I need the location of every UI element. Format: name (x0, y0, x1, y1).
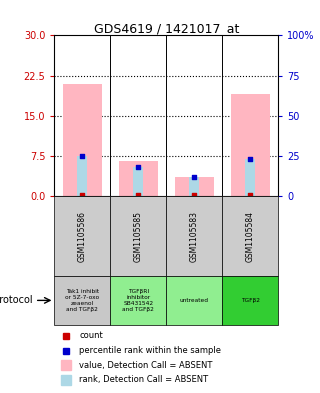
Bar (222, 196, 278, 276)
Bar (133, 167, 143, 196)
Text: TGFβRI
inhibitor
SB431542
and TGFβ2: TGFβRI inhibitor SB431542 and TGFβ2 (123, 289, 154, 312)
Bar (77, 156, 87, 196)
Bar (189, 177, 199, 196)
Point (136, 191, 141, 198)
Bar (54, 196, 110, 276)
Text: TGFβ2: TGFβ2 (241, 298, 260, 303)
Bar (110, 276, 166, 325)
Text: rank, Detection Call = ABSENT: rank, Detection Call = ABSENT (79, 375, 208, 384)
Bar (63, 84, 102, 196)
Text: protocol: protocol (0, 296, 33, 305)
Bar (231, 94, 270, 196)
Bar (175, 177, 214, 196)
Bar (166, 196, 222, 276)
Bar (222, 276, 278, 325)
Text: Tak1 inhibit
or 5Z-7-oxo
zeaenol
and TGFβ2: Tak1 inhibit or 5Z-7-oxo zeaenol and TGF… (65, 289, 100, 312)
Point (192, 191, 197, 198)
Point (136, 163, 141, 170)
Text: value, Detection Call = ABSENT: value, Detection Call = ABSENT (79, 361, 212, 370)
Text: GSM1105585: GSM1105585 (134, 211, 143, 262)
Point (248, 191, 253, 198)
Point (80, 191, 85, 198)
Text: GSM1105584: GSM1105584 (246, 211, 255, 262)
Bar (166, 276, 222, 325)
Bar (245, 159, 255, 196)
Text: GDS4619 / 1421017_at: GDS4619 / 1421017_at (94, 22, 239, 35)
Text: untreated: untreated (180, 298, 209, 303)
Text: count: count (79, 331, 103, 340)
Bar (110, 196, 166, 276)
Text: GSM1105586: GSM1105586 (78, 211, 87, 262)
Bar (119, 162, 158, 196)
Text: percentile rank within the sample: percentile rank within the sample (79, 346, 221, 355)
Point (80, 153, 85, 159)
Text: GSM1105583: GSM1105583 (190, 211, 199, 262)
Bar (54, 276, 110, 325)
Point (248, 156, 253, 162)
Point (192, 174, 197, 180)
